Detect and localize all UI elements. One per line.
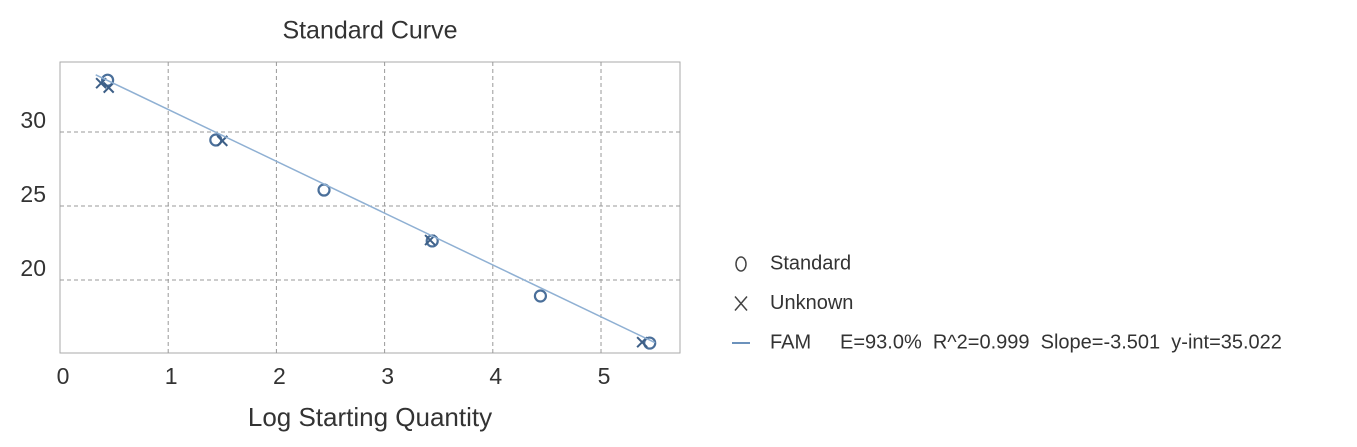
x-tick-label: 5 — [598, 363, 611, 389]
chart-title: Standard Curve — [282, 17, 457, 45]
y-tick-label: 30 — [20, 107, 46, 133]
legend-label: Standard — [770, 252, 851, 274]
y-tick-label: 20 — [20, 255, 46, 281]
fit-line — [95, 74, 656, 344]
x-tick-label: 2 — [273, 363, 286, 389]
legend: Standard Unknown FAM E=93.0% R^2=0.999 Slop… — [732, 252, 1282, 353]
unknown-point — [102, 81, 115, 94]
legend-marker — [735, 256, 747, 272]
unknown-point — [95, 77, 107, 89]
legend-label: FAM — [770, 331, 811, 353]
x-tick-label: 3 — [381, 363, 394, 389]
y-tick-label: 25 — [20, 181, 46, 207]
plot-area — [60, 62, 680, 353]
plot-frame — [59, 61, 681, 354]
x-tick-label: 4 — [489, 363, 502, 389]
x-axis-label: Log Starting Quantity — [248, 402, 492, 432]
x-tick-label: 1 — [165, 363, 178, 389]
legend-marker — [734, 296, 748, 311]
x-tick-label: 0 — [57, 363, 70, 389]
fit-stats: E=93.0% R^2=0.999 Slope=-3.501 y-int=35.… — [840, 331, 1282, 353]
legend-label: Unknown — [770, 292, 853, 314]
standard-point — [533, 289, 548, 303]
